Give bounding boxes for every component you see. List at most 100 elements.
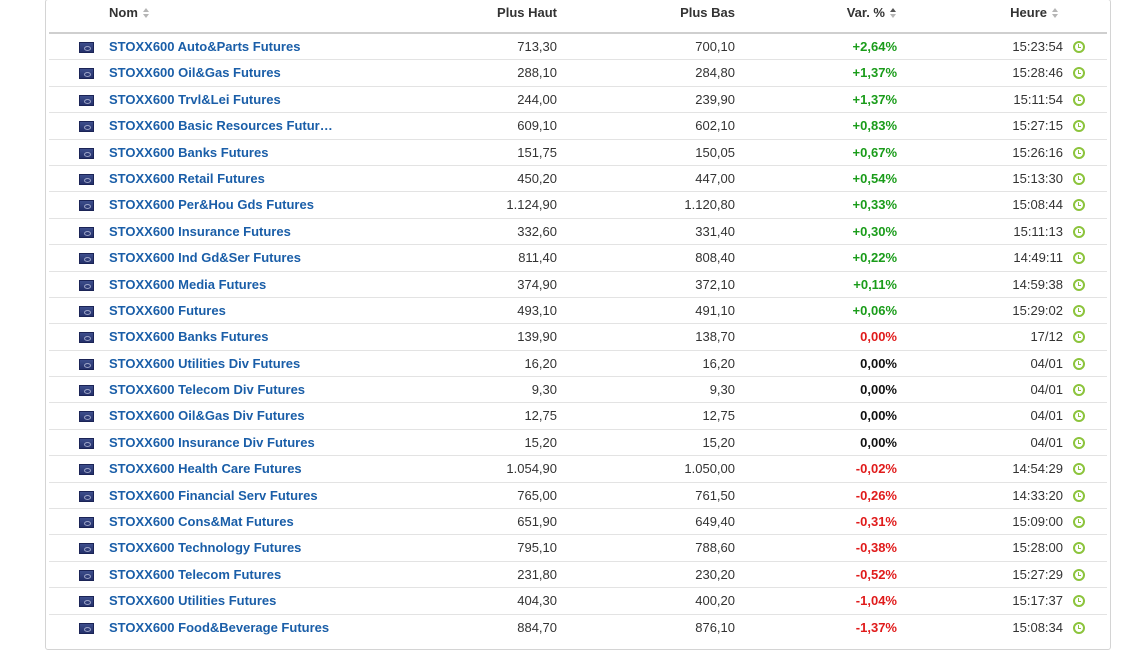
instrument-name-link[interactable]: STOXX600 Oil&Gas Futures xyxy=(109,65,281,81)
plus-bas-value: 808,40 xyxy=(695,250,735,266)
instrument-name-link[interactable]: STOXX600 Auto&Parts Futures xyxy=(109,39,301,54)
eu-flag-icon xyxy=(79,517,94,529)
table-row[interactable]: STOXX600 Media Futures 374,90 372,10 +0,11%… xyxy=(49,272,1107,298)
table-row[interactable]: STOXX600 Utilities Futures 404,30 400,20 -1… xyxy=(49,588,1107,615)
table-row[interactable]: STOXX600 Utilities Div Futures 16,20 16,20… xyxy=(49,351,1107,378)
instrument-name-link[interactable]: STOXX600 Financial Serv Futures xyxy=(109,487,318,503)
instrument-name-link[interactable]: STOXX600 Food&Beverage Futures xyxy=(109,619,330,635)
var-percent-value: -1,04% xyxy=(855,593,897,609)
column-header-heure[interactable]: Heure xyxy=(1010,0,1059,32)
instrument-name-link[interactable]: STOXX600 Telecom Div Futures xyxy=(109,382,306,398)
instrument-name-link[interactable]: STOXX600 Futures xyxy=(109,302,226,318)
clock-icon xyxy=(1073,542,1085,555)
table-row[interactable]: STOXX600 Per&Hou Gds Futures 1.124,90 1.12… xyxy=(49,192,1107,219)
instrument-name-link[interactable]: STOXX600 Telecom Futures xyxy=(109,566,282,582)
table-row[interactable]: STOXX600 Banks Futures 151,75 150,05 +0,67%… xyxy=(49,140,1107,166)
table-row[interactable]: STOXX600 Insurance Div Futures 15,20 15,20… xyxy=(49,430,1107,457)
instrument-name-link[interactable]: STOXX600 Utilities Futures xyxy=(109,593,277,609)
var-percent-value: -0,31% xyxy=(855,514,897,530)
plus-bas-value: 239,90 xyxy=(695,91,735,107)
clock-icon xyxy=(1073,436,1085,449)
futures-table-panel: Nom Plus Haut Plus Bas Var. % Heure STOX… xyxy=(45,0,1111,650)
clock-icon xyxy=(1073,621,1085,634)
table-row[interactable]: STOXX600 Technology Futures 795,10 788,60 -… xyxy=(49,535,1107,562)
instrument-name-link[interactable]: STOXX600 Per&Hou Gds Futures xyxy=(109,197,314,213)
plus-bas-value: 230,20 xyxy=(695,566,735,582)
clock-icon xyxy=(1073,199,1085,212)
table-row[interactable]: STOXX600 Auto&Parts Futures 713,30 700,10 +… xyxy=(49,34,1107,61)
instrument-name-link[interactable]: STOXX600 Insurance Futures xyxy=(109,223,291,239)
var-percent-value: 0,00% xyxy=(860,355,897,371)
sort-arrows-icon xyxy=(1051,7,1059,19)
clock-icon xyxy=(1073,172,1085,185)
table-row[interactable]: STOXX600 Telecom Div Futures 9,30 9,30 0,00… xyxy=(49,377,1107,404)
plus-bas-value: 9,30 xyxy=(709,382,735,398)
clock-icon xyxy=(1073,384,1085,397)
eu-flag-icon xyxy=(79,305,94,317)
heure-value: 15:29:02 xyxy=(1012,302,1063,318)
column-header-var-label: Var. % xyxy=(846,5,885,20)
instrument-name-link[interactable]: STOXX600 Retail Futures xyxy=(109,170,265,186)
instrument-name-link[interactable]: STOXX600 Basic Resources Futur… xyxy=(109,118,333,134)
plus-haut-value: 332,60 xyxy=(517,223,557,239)
column-header-plus-bas-label: Plus Bas xyxy=(680,5,735,20)
table-row[interactable]: STOXX600 Ind Gd&Ser Futures 811,40 808,40 +… xyxy=(49,245,1107,272)
instrument-name-link[interactable]: STOXX600 Ind Gd&Ser Futures xyxy=(109,250,301,266)
table-row[interactable]: STOXX600 Trvl&Lei Futures 244,00 239,90 +1,… xyxy=(49,87,1107,114)
instrument-name-link[interactable]: STOXX600 Utilities Div Futures xyxy=(109,355,301,371)
instrument-name-link[interactable]: STOXX600 Banks Futures xyxy=(109,144,269,160)
instrument-name-link[interactable]: STOXX600 Trvl&Lei Futures xyxy=(109,91,281,107)
plus-haut-value: 493,10 xyxy=(517,302,557,318)
instrument-name-link[interactable]: STOXX600 Cons&Mat Futures xyxy=(109,514,294,530)
column-header-nom[interactable]: Nom xyxy=(109,0,150,32)
column-header-plus-haut-label: Plus Haut xyxy=(497,5,557,20)
eu-flag-icon xyxy=(79,596,94,608)
var-percent-value: +0,67% xyxy=(852,144,897,160)
var-percent-value: -1,37% xyxy=(855,619,897,635)
table-row[interactable]: STOXX600 Retail Futures 450,20 447,00 +0,54… xyxy=(49,166,1107,193)
var-percent-value: +1,37% xyxy=(852,65,897,81)
table-row[interactable]: STOXX600 Insurance Futures 332,60 331,40 +0… xyxy=(49,219,1107,246)
table-row[interactable]: STOXX600 Banks Futures 139,90 138,70 0,00% 1… xyxy=(49,324,1107,351)
plus-bas-value: 138,70 xyxy=(695,329,735,345)
table-row[interactable]: STOXX600 Futures 493,10 491,10 +0,06% 15:29:… xyxy=(49,298,1107,325)
table-row[interactable]: STOXX600 Oil&Gas Futures 288,10 284,80 +1,3… xyxy=(49,60,1107,87)
plus-bas-value: 284,80 xyxy=(695,65,735,81)
heure-value: 15:08:44 xyxy=(1012,197,1063,213)
table-row[interactable]: STOXX600 Basic Resources Futur… 609,10 602… xyxy=(49,113,1107,140)
table-body: STOXX600 Auto&Parts Futures 713,30 700,10 +… xyxy=(49,34,1107,641)
instrument-name-link[interactable]: STOXX600 Technology Futures xyxy=(109,540,302,556)
clock-icon xyxy=(1073,304,1085,317)
var-percent-value: +0,83% xyxy=(852,118,897,134)
instrument-name-link[interactable]: STOXX600 Media Futures xyxy=(109,276,267,292)
table-row[interactable]: STOXX600 Financial Serv Futures 765,00 761… xyxy=(49,483,1107,510)
table-row[interactable]: STOXX600 Cons&Mat Futures 651,90 649,40 -0,… xyxy=(49,509,1107,536)
clock-icon xyxy=(1073,146,1085,159)
plus-haut-value: 765,00 xyxy=(517,487,557,503)
clock-icon xyxy=(1073,568,1085,581)
heure-value: 15:27:29 xyxy=(1012,566,1063,582)
column-header-var[interactable]: Var. % xyxy=(847,0,897,32)
heure-value: 14:33:20 xyxy=(1012,487,1063,503)
heure-value: 15:13:30 xyxy=(1012,170,1063,186)
plus-bas-value: 491,10 xyxy=(695,302,735,318)
plus-bas-value: 602,10 xyxy=(695,118,735,134)
clock-icon xyxy=(1073,357,1085,370)
var-percent-value: +1,37% xyxy=(852,91,897,107)
table-row[interactable]: STOXX600 Telecom Futures 231,80 230,20 -0,5… xyxy=(49,562,1107,589)
instrument-name-link[interactable]: STOXX600 Banks Futures xyxy=(109,329,269,345)
heure-value: 15:26:16 xyxy=(1012,144,1063,160)
table-row[interactable]: STOXX600 Health Care Futures 1.054,90 1.05… xyxy=(49,456,1107,483)
plus-haut-value: 609,10 xyxy=(517,118,557,134)
heure-value: 15:17:37 xyxy=(1012,593,1063,609)
table-row[interactable]: STOXX600 Food&Beverage Futures 884,70 876,… xyxy=(49,615,1107,641)
eu-flag-icon xyxy=(79,332,94,344)
instrument-name-link[interactable]: STOXX600 Oil&Gas Div Futures xyxy=(109,408,305,424)
heure-value: 15:28:00 xyxy=(1012,540,1063,556)
plus-bas-value: 1.050,00 xyxy=(684,461,735,477)
table-row[interactable]: STOXX600 Oil&Gas Div Futures 12,75 12,75 0,… xyxy=(49,403,1107,430)
column-header-plus-bas: Plus Bas xyxy=(680,0,735,32)
instrument-name-link[interactable]: STOXX600 Insurance Div Futures xyxy=(109,434,315,450)
instrument-name-link[interactable]: STOXX600 Health Care Futures xyxy=(109,461,302,477)
var-percent-value: 0,00% xyxy=(860,382,897,398)
